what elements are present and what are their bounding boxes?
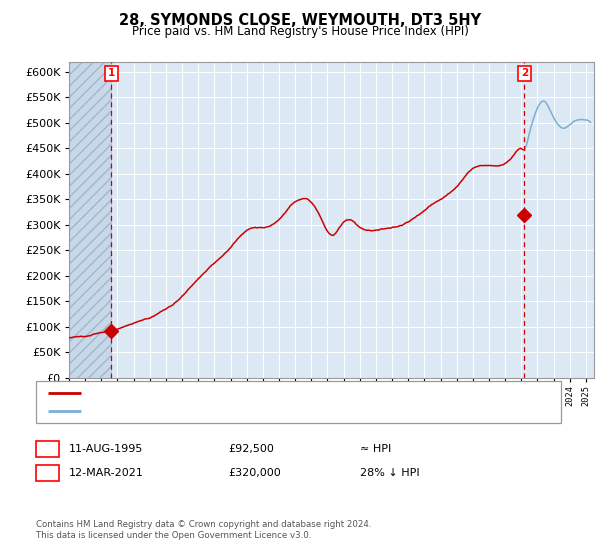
Text: £92,500: £92,500 [228, 444, 274, 454]
Text: HPI: Average price, detached house, Dorset: HPI: Average price, detached house, Dors… [87, 406, 326, 416]
Text: 1: 1 [107, 68, 115, 78]
Bar [69, 62, 112, 378]
Text: £320,000: £320,000 [228, 468, 281, 478]
Text: Contains HM Land Registry data © Crown copyright and database right 2024.
This d: Contains HM Land Registry data © Crown c… [36, 520, 371, 540]
Text: 12-MAR-2021: 12-MAR-2021 [69, 468, 144, 478]
Text: 28, SYMONDS CLOSE, WEYMOUTH, DT3 5HY (detached house): 28, SYMONDS CLOSE, WEYMOUTH, DT3 5HY (de… [87, 388, 428, 398]
Text: 28% ↓ HPI: 28% ↓ HPI [360, 468, 419, 478]
Text: 11-AUG-1995: 11-AUG-1995 [69, 444, 143, 454]
Text: 1: 1 [44, 444, 51, 454]
Text: 2: 2 [521, 68, 528, 78]
Text: ≈ HPI: ≈ HPI [360, 444, 391, 454]
Text: 28, SYMONDS CLOSE, WEYMOUTH, DT3 5HY: 28, SYMONDS CLOSE, WEYMOUTH, DT3 5HY [119, 13, 481, 28]
Text: 2: 2 [44, 468, 51, 478]
Text: Price paid vs. HM Land Registry's House Price Index (HPI): Price paid vs. HM Land Registry's House … [131, 25, 469, 39]
